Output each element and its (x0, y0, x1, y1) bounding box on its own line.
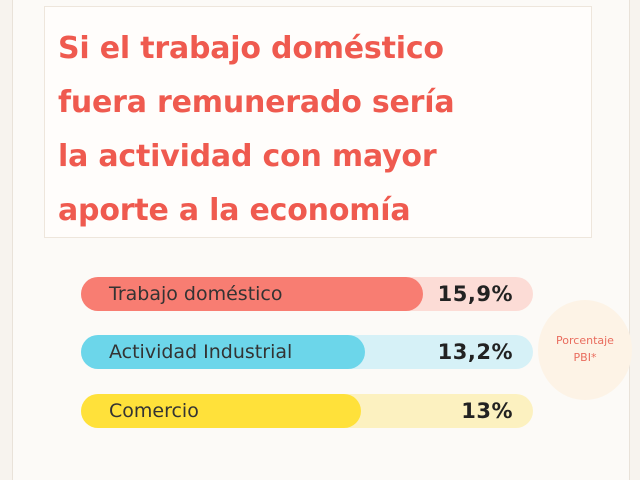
title-box (44, 6, 592, 238)
bar-value-actividad-industrial: 13,2% (437, 340, 513, 364)
bar-row-trabajo-domestico: Trabajo doméstico 15,9% (81, 277, 533, 311)
unit-badge-line-1: Porcentaje (556, 334, 614, 347)
headline-line-2: fuera remunerado sería (58, 85, 455, 120)
bar-row-comercio: Comercio 13% (81, 394, 533, 428)
bar-fill-comercio (81, 394, 361, 428)
bar-fill-actividad-industrial (81, 335, 365, 369)
bar-label-actividad-industrial: Actividad Industrial (109, 341, 293, 363)
headline: Si el trabajo doméstico fuera remunerado… (58, 22, 588, 238)
bar-fill-trabajo-domestico (81, 277, 423, 311)
headline-line-4: aporte a la economía (58, 193, 411, 228)
bar-value-comercio: 13% (461, 399, 513, 423)
unit-badge-line-2: PBI* (573, 351, 597, 364)
bar-label-comercio: Comercio (109, 400, 199, 422)
bar-row-actividad-industrial: Actividad Industrial 13,2% (81, 335, 533, 369)
headline-line-1: Si el trabajo doméstico (58, 31, 444, 66)
bar-value-trabajo-domestico: 15,9% (437, 282, 513, 306)
unit-badge: Porcentaje PBI* (538, 300, 632, 400)
headline-line-3: la actividad con mayor (58, 139, 437, 174)
bar-label-trabajo-domestico: Trabajo doméstico (109, 283, 283, 305)
unit-badge-text: Porcentaje PBI* (538, 332, 632, 366)
